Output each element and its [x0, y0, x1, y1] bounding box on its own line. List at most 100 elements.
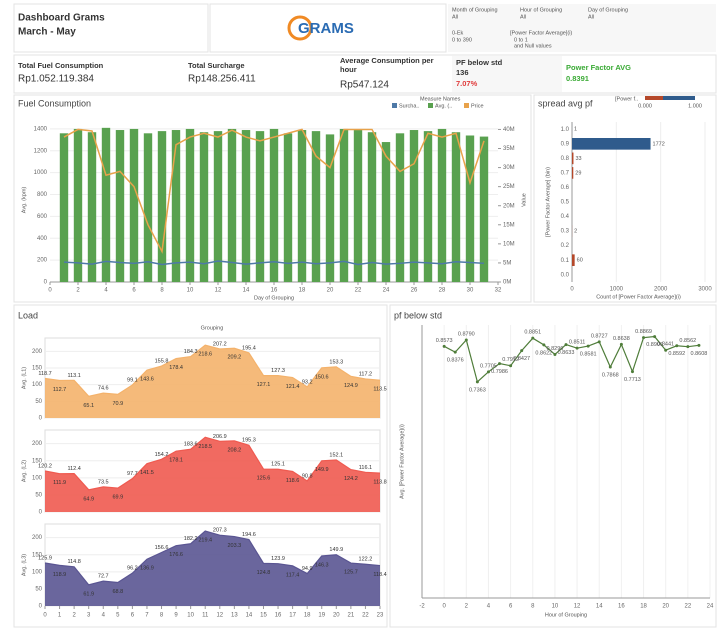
point [475, 380, 479, 384]
data-label: 96.2 [127, 566, 138, 572]
y-tick-label: 1.0 [561, 127, 570, 133]
filter-label[interactable]: 0-Ek [452, 30, 464, 36]
bar [395, 133, 405, 282]
x-tick-label: 5 [116, 613, 120, 619]
point [697, 343, 701, 347]
point [442, 344, 446, 348]
bar [157, 131, 167, 282]
data-label: 0.8622 [535, 350, 552, 356]
y-tick-label: 0.3 [561, 229, 570, 235]
data-label: 124.8 [257, 570, 271, 576]
bar-label: 33 [575, 156, 581, 162]
kpi-label: Total Fuel Consumption [18, 61, 104, 70]
data-label: 153.3 [329, 359, 343, 365]
x-tick-label: 28 [439, 288, 446, 294]
data-label: 125.9 [38, 555, 52, 561]
x-tick-label: 6 [509, 604, 513, 610]
data-label: 0.8633 [558, 350, 575, 356]
data-label: 0.8727 [591, 333, 608, 339]
bar [185, 128, 195, 282]
data-label: 124.9 [344, 383, 358, 389]
data-label: 207.2 [213, 341, 227, 347]
data-label: 72.7 [98, 574, 109, 580]
point [553, 352, 557, 356]
x-tick-label: 22 [685, 604, 692, 610]
data-label: 150.6 [315, 374, 329, 380]
kpi-label: PF below std [456, 58, 503, 67]
bar [423, 131, 433, 282]
point [653, 335, 657, 339]
data-label: 117.2 [359, 371, 372, 377]
header-box [13, 3, 209, 53]
data-label: 127.1 [257, 382, 271, 388]
legend-swatch [392, 103, 397, 108]
axis-title: [Power Factor Average] (bin) [545, 167, 551, 237]
axis-title: Avg. (L1) [21, 367, 27, 389]
data-label: 0.8296 [547, 346, 564, 352]
filter-note[interactable]: and Null values [514, 43, 552, 49]
filter-value[interactable]: All [588, 14, 594, 20]
y-tick-label: 400 [37, 236, 48, 242]
data-label: 154.2 [155, 452, 169, 458]
y-tick-label: 100 [32, 382, 43, 388]
x-tick-label: 16 [275, 613, 282, 619]
bar [101, 127, 111, 282]
x-tick-label: 2 [76, 288, 80, 294]
axis-title: Value [521, 193, 527, 207]
data-label: 156.6 [155, 545, 169, 551]
point [520, 349, 524, 353]
y-tick-label: 200 [37, 258, 48, 264]
data-label: 0.8427 [513, 356, 530, 362]
axis-title: Avg. (L3) [21, 554, 27, 576]
x-tick-label: 10 [552, 604, 559, 610]
bar [199, 132, 209, 282]
data-label: 0.8511 [569, 340, 585, 346]
bar [269, 128, 279, 282]
data-label: 141.5 [140, 470, 154, 476]
filter-label[interactable]: Hour of Grouping [520, 7, 562, 13]
x-tick-label: 11 [202, 613, 209, 619]
data-label: 0.8790 [458, 331, 475, 337]
filter-value[interactable]: All [452, 14, 458, 20]
kpi-value: Rp148.256.411 [188, 74, 256, 85]
point [486, 370, 490, 374]
y2-tick-label: 20M [503, 203, 515, 209]
filter-value[interactable]: 0 to 1 [514, 37, 528, 43]
area-line [44, 436, 381, 491]
filter-value[interactable]: All [520, 14, 526, 20]
y-tick-label: 0.2 [561, 243, 570, 249]
kpi-value: 136 [456, 68, 469, 77]
x-axis-title: Hour of Grouping [545, 612, 587, 618]
y2-tick-label: 0M [503, 280, 511, 286]
x-tick-label: 16 [618, 604, 625, 610]
data-label: 0.8441 [657, 342, 674, 348]
legend-label: Surcha.. [399, 103, 420, 109]
point [453, 350, 457, 354]
x-tick-label: 14 [246, 613, 253, 619]
data-label: 0.7986 [491, 369, 508, 375]
x-tick-label: 2 [465, 604, 469, 610]
x-tick-label: 8 [160, 288, 164, 294]
y-tick-label: 150 [32, 366, 43, 372]
bar [115, 130, 125, 282]
x-tick-label: 12 [216, 613, 223, 619]
filter-label[interactable]: Month of Grouping [452, 7, 498, 13]
bar [451, 132, 461, 282]
point [642, 336, 646, 340]
bar [297, 130, 307, 282]
filter-value[interactable]: 0 to 390 [452, 37, 472, 43]
filter-label[interactable]: Day of Grouping [588, 7, 628, 13]
bar [409, 130, 419, 282]
y2-tick-label: 40M [503, 127, 515, 133]
y2-tick-label: 15M [503, 222, 515, 228]
y-tick-label: 0.1 [561, 258, 570, 264]
x-tick-label: 32 [495, 288, 502, 294]
kpi-box [452, 56, 562, 92]
dashboard-subtitle: March - May [18, 27, 76, 38]
logo-box [209, 3, 447, 53]
x-tick-label: 8 [160, 613, 164, 619]
line-series [63, 260, 485, 266]
y-tick-label: 0.9 [561, 141, 570, 147]
x-tick-label: 8 [531, 604, 535, 610]
filter-label[interactable]: [Power Factor Average](i) [510, 30, 572, 36]
